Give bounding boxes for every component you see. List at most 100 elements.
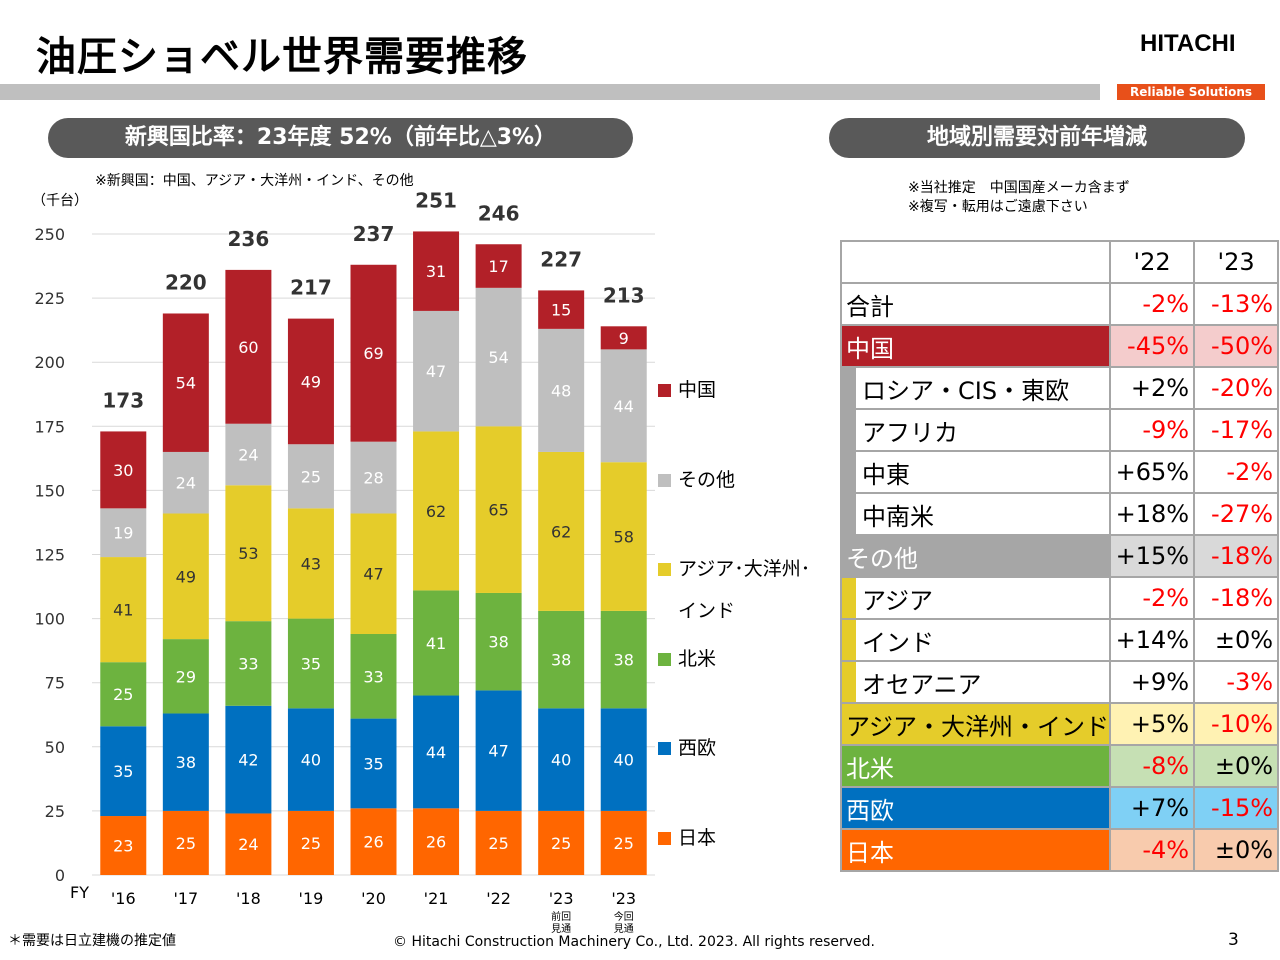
bar-value-label: 69 <box>363 344 383 363</box>
row-label: 中南米 <box>839 492 1112 536</box>
region-table: '22'23 合計 -2% -13% 中国 -45% -50% ロシア・CIS・東欧 +2% -2… <box>839 240 1280 872</box>
row-label-text: その他 <box>842 536 1110 576</box>
y-tick-label: 150 <box>34 481 65 500</box>
x-tick-label: '21 <box>424 889 449 908</box>
bar-segment <box>413 590 460 696</box>
y-tick-label: 100 <box>34 610 65 629</box>
y-tick-label: 50 <box>45 738 65 757</box>
row-label-text: 中国 <box>842 326 1110 366</box>
row-value: +9% <box>1109 660 1196 704</box>
row-label-text: 日本 <box>842 830 1110 870</box>
bar-value-label: 24 <box>238 835 258 854</box>
bar-segment <box>350 633 397 719</box>
bar-segment <box>350 441 397 514</box>
row-label-text: 中東 <box>842 452 1109 492</box>
total-label: 173 <box>102 388 144 412</box>
legend-label: 日本 <box>678 826 717 849</box>
bar-value-label: 17 <box>488 257 508 276</box>
row-value: -18% <box>1193 576 1280 620</box>
bar-value-label: 38 <box>551 651 571 670</box>
bar-segment <box>287 618 334 709</box>
row-label-text: 中南米 <box>842 494 1109 534</box>
bar-value-label: 33 <box>363 667 383 686</box>
bar-segment <box>475 592 522 691</box>
bar-segment <box>287 444 334 509</box>
bar-value-label: 23 <box>113 837 133 856</box>
bar-value-label: 31 <box>426 262 446 281</box>
bar-value-label: 47 <box>363 565 383 584</box>
row-value: +2% <box>1109 366 1196 410</box>
x-axis-label: FY <box>70 883 89 902</box>
row-value: -2% <box>1109 282 1196 326</box>
bar-segment <box>287 508 334 619</box>
bar-segment <box>287 810 334 875</box>
bar-segment <box>100 816 147 875</box>
bar-value-label: 54 <box>488 348 508 367</box>
y-axis-label: （千台） <box>32 193 88 209</box>
row-value: +15% <box>1109 534 1196 578</box>
column-header: '23 <box>1193 240 1280 284</box>
bar-value-label: 35 <box>363 754 383 773</box>
bar-value-label: 58 <box>614 528 634 547</box>
bar-value-label: 62 <box>426 502 446 521</box>
row-value: -15% <box>1193 786 1280 830</box>
bar-segment <box>600 349 647 463</box>
row-value: ±0% <box>1193 828 1280 872</box>
x-tick-label: '16 <box>111 889 136 908</box>
bar-segment <box>475 287 522 427</box>
bar-segment <box>538 290 585 329</box>
bar-value-label: 25 <box>551 834 571 853</box>
sublabel-line: 見通 <box>551 923 571 935</box>
row-value: -10% <box>1193 702 1280 746</box>
row-value: -20% <box>1193 366 1280 410</box>
bar-value-label: 24 <box>176 474 196 493</box>
legend-label: その他 <box>678 468 736 491</box>
x-tick-label: '23 <box>611 889 636 908</box>
y-tick-label: 0 <box>55 866 65 885</box>
bar-value-label: 48 <box>551 381 571 400</box>
row-label: アジア・大洋州・インド <box>839 702 1112 746</box>
bar-segment <box>100 508 147 558</box>
bar-segment <box>350 264 397 442</box>
bar-value-label: 49 <box>176 567 196 586</box>
bar-value-label: 44 <box>614 397 634 416</box>
y-tick-label: 250 <box>34 225 65 244</box>
bar-segment <box>162 639 209 714</box>
bar-segment <box>162 713 209 811</box>
bar-value-label: 38 <box>614 651 634 670</box>
y-tick-label: 200 <box>34 353 65 372</box>
bar-segment <box>600 708 647 811</box>
x-tick-sublabel: 前回見通 <box>551 910 571 935</box>
bar-value-label: 15 <box>551 301 571 320</box>
table-row: 西欧 +7% -15% <box>839 786 1280 830</box>
bar-segment <box>413 231 460 311</box>
legend-swatch <box>658 742 671 755</box>
sublabel-line: 前回 <box>551 910 571 923</box>
left-banner: 新興国比率：23年度 52%（前年比△3%） <box>48 118 633 158</box>
bar-segment <box>538 810 585 875</box>
bar-segment <box>162 810 209 875</box>
bar-value-label: 60 <box>238 338 258 357</box>
x-tick-label: '22 <box>486 889 511 908</box>
bar-value-label: 49 <box>301 372 321 391</box>
row-value: +65% <box>1109 450 1196 494</box>
bar-value-label: 25 <box>614 834 634 853</box>
row-label-text: オセアニア <box>842 662 1109 702</box>
row-value: -2% <box>1193 450 1280 494</box>
legend-swatch <box>658 384 671 397</box>
row-label-text: 西欧 <box>842 788 1110 828</box>
row-value: -45% <box>1109 324 1196 368</box>
row-label: ロシア・CIS・東欧 <box>839 366 1112 410</box>
bar-segment <box>162 313 209 452</box>
row-value: -13% <box>1193 282 1280 326</box>
bar-segment <box>413 695 460 809</box>
row-label-text: アジア・大洋州・インド <box>842 704 1110 744</box>
right-banner: 地域別需要対前年増減 <box>829 118 1245 158</box>
x-tick-label: '23 <box>549 889 574 908</box>
bar-segment <box>225 485 272 622</box>
bar-segment <box>538 451 585 611</box>
y-tick-label: 75 <box>45 674 65 693</box>
bar-segment <box>162 451 209 514</box>
table-row: 合計 -2% -13% <box>839 282 1280 326</box>
bar-segment <box>225 621 272 706</box>
